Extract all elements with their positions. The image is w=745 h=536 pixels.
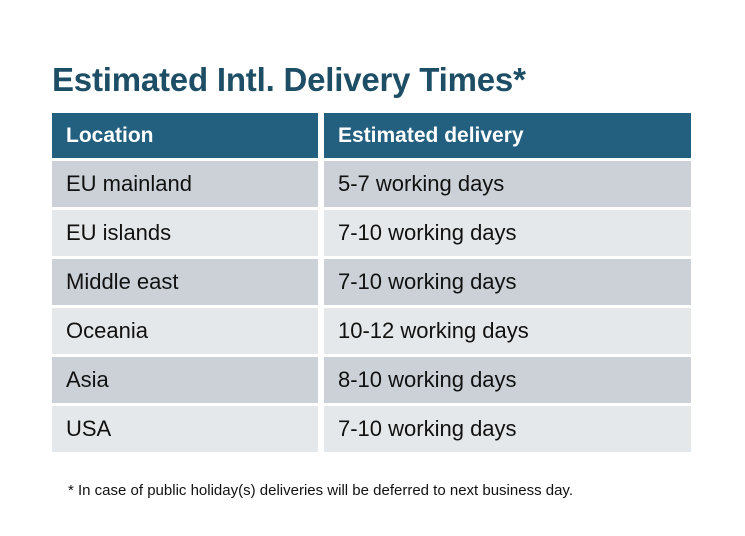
delivery-times-table: Location Estimated delivery EU mainland … bbox=[52, 113, 691, 452]
cell-estimated-delivery: 10-12 working days bbox=[324, 308, 691, 354]
cell-location: Middle east bbox=[52, 259, 318, 305]
cell-estimated-delivery: 7-10 working days bbox=[324, 259, 691, 305]
cell-location: Asia bbox=[52, 357, 318, 403]
cell-location: EU islands bbox=[52, 210, 318, 256]
cell-estimated-delivery: 7-10 working days bbox=[324, 406, 691, 452]
table-row: Middle east 7-10 working days bbox=[52, 259, 691, 305]
table-row: EU islands 7-10 working days bbox=[52, 210, 691, 256]
table-row: USA 7-10 working days bbox=[52, 406, 691, 452]
table-row: EU mainland 5-7 working days bbox=[52, 161, 691, 207]
cell-estimated-delivery: 7-10 working days bbox=[324, 210, 691, 256]
cell-location: USA bbox=[52, 406, 318, 452]
cell-location: EU mainland bbox=[52, 161, 318, 207]
cell-location: Oceania bbox=[52, 308, 318, 354]
table-row: Oceania 10-12 working days bbox=[52, 308, 691, 354]
table-row: Asia 8-10 working days bbox=[52, 357, 691, 403]
cell-estimated-delivery: 8-10 working days bbox=[324, 357, 691, 403]
column-header-location: Location bbox=[52, 113, 318, 158]
column-header-estimated-delivery: Estimated delivery bbox=[324, 113, 691, 158]
table-header-row: Location Estimated delivery bbox=[52, 113, 691, 158]
cell-estimated-delivery: 5-7 working days bbox=[324, 161, 691, 207]
footnote-text: * In case of public holiday(s) deliverie… bbox=[68, 482, 573, 499]
page-title: Estimated Intl. Delivery Times* bbox=[52, 61, 526, 99]
